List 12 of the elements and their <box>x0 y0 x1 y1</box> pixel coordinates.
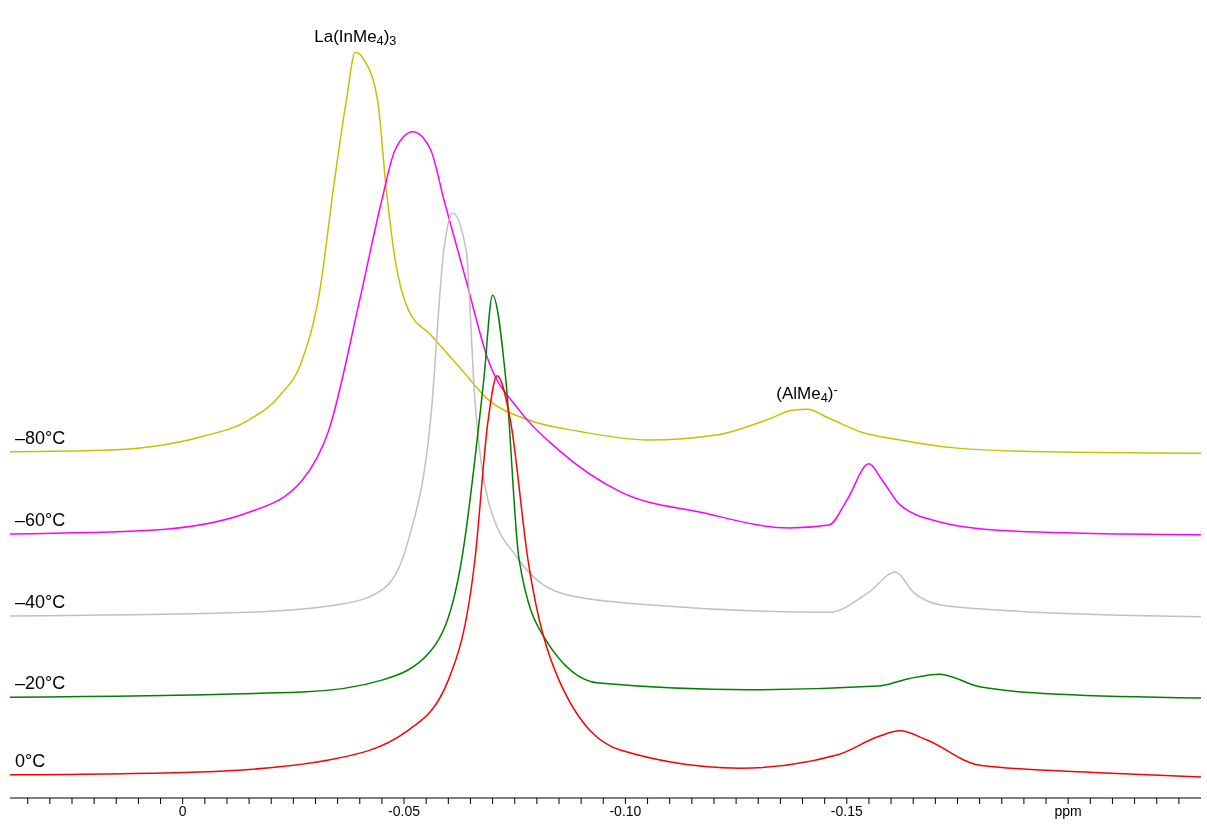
series-label: –60°C <box>15 509 66 530</box>
x-tick-label: -0.05 <box>388 802 421 819</box>
series-label: –20°C <box>15 673 66 694</box>
x-tick-label: -0.15 <box>830 802 863 819</box>
series-label: –40°C <box>15 591 66 612</box>
x-tick-label: 0 <box>178 802 187 819</box>
x-tick-label: ppm <box>1054 802 1082 819</box>
x-tick-label: -0.10 <box>609 802 642 819</box>
annotation: (AlMe$_{4}$)$^{-}$ <box>776 382 838 406</box>
series-label: 0°C <box>15 750 46 771</box>
annotation: La(InMe$_{4}$)$_{3}$ <box>314 27 397 49</box>
series-label: –80°C <box>15 427 66 448</box>
